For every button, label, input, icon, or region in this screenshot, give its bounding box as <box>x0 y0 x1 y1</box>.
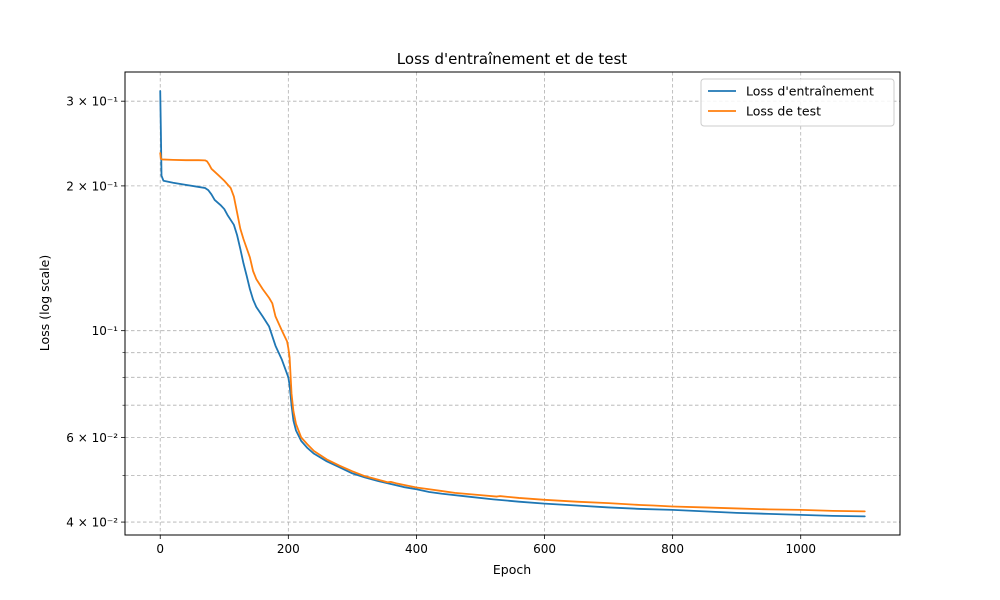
x-tick-label: 800 <box>661 542 684 556</box>
y-tick-label: 10⁻¹ <box>92 324 119 338</box>
x-tick-label: 0 <box>156 542 164 556</box>
x-tick-label: 1000 <box>785 542 816 556</box>
series-layer <box>159 90 866 518</box>
legend-label-test: Loss de test <box>746 104 821 119</box>
legend-box <box>700 78 895 127</box>
x-tick-label: 600 <box>533 542 556 556</box>
tick-layer: 0 200 400 600 800 1000 4 × 10⁻² 6 × 10⁻² 10⁻¹ 2 ×… <box>66 95 816 556</box>
legend-label-train: Loss d'entraînement <box>746 84 874 99</box>
y-tick-label: 3 × 10⁻¹ <box>66 95 118 109</box>
grid-layer <box>125 72 900 535</box>
x-tick-label: 200 <box>277 542 300 556</box>
series-line-train <box>159 90 866 518</box>
chart-title: Loss d'entraînement et de test <box>397 50 628 68</box>
legend: Loss d'entraînement Loss de test <box>700 78 895 127</box>
x-axis-label: Epoch <box>493 562 531 577</box>
y-axis-label: Loss (log scale) <box>37 255 52 351</box>
x-tick-label: 400 <box>405 542 428 556</box>
y-tick-label: 6 × 10⁻² <box>66 431 118 445</box>
series-line-test <box>159 152 866 513</box>
plot-frame <box>124 71 901 536</box>
y-tick-label: 2 × 10⁻¹ <box>66 179 118 193</box>
y-tick-label: 4 × 10⁻² <box>66 516 118 530</box>
